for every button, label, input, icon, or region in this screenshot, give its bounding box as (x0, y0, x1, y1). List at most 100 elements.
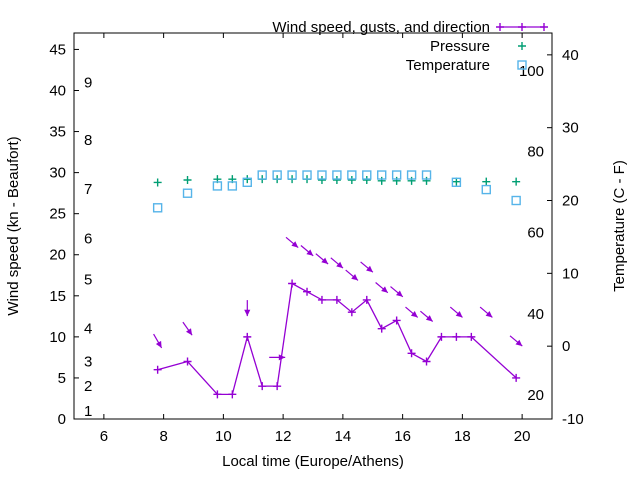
beaufort-label: 5 (84, 271, 92, 288)
data-point-marker (511, 195, 521, 206)
y-tick-label: 35 (49, 124, 66, 141)
data-point-marker (421, 170, 432, 180)
wind-arrow-head (244, 309, 251, 317)
data-point-marker (243, 175, 252, 184)
data-point-marker (392, 316, 401, 325)
data-point-marker (407, 176, 416, 185)
y-axis-title: Wind speed (kn - Beaufort) (5, 136, 22, 315)
data-point-marker (153, 365, 162, 374)
x-tick-label: 18 (454, 428, 471, 445)
data-point-marker (243, 332, 252, 341)
wind-arrow-head (351, 274, 358, 281)
series-2 (153, 175, 521, 187)
data-point-marker (227, 181, 238, 191)
beaufort-label: 7 (84, 181, 92, 198)
beaufort-label: 4 (84, 321, 92, 338)
data-point-marker (377, 324, 386, 333)
data-point-marker (392, 176, 401, 185)
x-axis-title: Local time (Europe/Athens) (222, 453, 404, 470)
data-point-marker (183, 176, 192, 185)
data-point-marker (512, 177, 521, 186)
wind-arrow-head (278, 354, 286, 361)
y-tick-label: 10 (49, 329, 66, 346)
y2-axis-title: Temperature (C - F) (611, 160, 628, 292)
data-point-marker (213, 390, 222, 399)
fahrenheit-label: 100 (519, 63, 544, 80)
y-tick-label: 40 (49, 82, 66, 99)
data-point-marker (153, 178, 162, 187)
data-point-marker (482, 177, 491, 186)
data-point-marker (406, 170, 417, 180)
plot-border (73, 32, 553, 420)
wind-arrow-head (336, 261, 343, 269)
wind-arrow-head (155, 340, 162, 348)
data-point-marker (258, 382, 267, 391)
wind-arrow-head (366, 265, 373, 273)
data-point-marker (407, 349, 416, 358)
data-point-marker (452, 332, 461, 341)
beaufort-label: 1 (84, 403, 92, 420)
data-point-marker (451, 177, 462, 188)
data-point-marker (496, 23, 504, 31)
data-point-marker (347, 308, 356, 317)
fahrenheit-label: 60 (527, 225, 544, 242)
data-point-marker (362, 295, 371, 304)
data-point-marker (481, 184, 491, 195)
data-point-marker (212, 181, 223, 191)
data-point-marker (540, 23, 548, 31)
series-1 (153, 279, 521, 399)
x-tick-label: 10 (215, 428, 232, 445)
data-point-marker (183, 357, 192, 366)
y-tick-label: 5 (58, 370, 66, 387)
y2-tick-label: -10 (562, 411, 584, 428)
data-point-marker (303, 287, 312, 296)
data-point-marker (467, 332, 476, 341)
data-point-marker (152, 203, 163, 213)
data-point-marker (391, 170, 402, 180)
data-point-marker (228, 390, 237, 399)
data-point-marker (347, 176, 356, 185)
y2-tick-label: 30 (562, 120, 579, 137)
data-point-marker (288, 279, 297, 288)
x-tick-label: 12 (275, 428, 292, 445)
y-tick-label: 15 (49, 288, 66, 305)
legend-label-3: Temperature (406, 57, 490, 74)
x-tick-label: 16 (394, 428, 411, 445)
data-point-marker (377, 176, 386, 185)
wind-arrow-head (306, 249, 314, 256)
data-point-marker (317, 295, 326, 304)
data-point-marker (518, 42, 526, 50)
fahrenheit-label: 20 (527, 387, 544, 404)
data-point-marker (437, 332, 446, 341)
x-tick-label: 8 (159, 428, 167, 445)
data-point-marker (362, 170, 372, 180)
beaufort-label: 8 (84, 132, 92, 149)
series-3 (152, 170, 521, 213)
legend-label-2: Pressure (430, 38, 490, 55)
y2-tick-label: 0 (562, 338, 570, 355)
data-point-marker (332, 176, 341, 185)
fahrenheit-label: 80 (527, 144, 544, 161)
data-point-marker (302, 170, 312, 180)
data-point-marker (512, 373, 521, 382)
y2-tick-label: 40 (562, 47, 579, 64)
beaufort-label: 3 (84, 354, 92, 371)
data-point-marker (422, 357, 431, 366)
data-point-marker (182, 188, 193, 198)
legend-label-1: Wind speed, gusts, and direction (272, 19, 490, 36)
wind-arrow-head (381, 286, 388, 293)
wind-arrow-head (455, 311, 463, 318)
data-point-marker (518, 23, 526, 31)
data-point-marker (332, 295, 341, 304)
beaufort-label: 6 (84, 230, 92, 247)
data-point-marker (242, 177, 252, 188)
y-tick-label: 30 (49, 165, 66, 182)
data-point-marker (272, 170, 282, 180)
data-point-marker (362, 176, 371, 185)
data-point-marker (377, 170, 387, 180)
wind-arrow-head (291, 241, 299, 248)
y-tick-label: 45 (49, 41, 66, 58)
x-tick-label: 20 (514, 428, 531, 445)
wind-arrow-head (485, 311, 493, 318)
